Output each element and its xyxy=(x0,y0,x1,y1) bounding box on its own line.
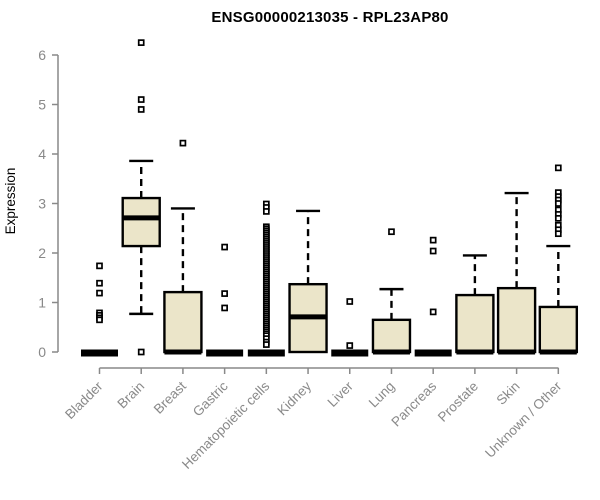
outlier-point xyxy=(221,290,228,297)
outlier-point xyxy=(221,304,228,312)
y-axis-label: Expression xyxy=(3,168,18,235)
x-tick-label: Breast xyxy=(151,378,189,416)
iqr-box xyxy=(538,305,579,354)
outlier-point xyxy=(137,106,145,113)
outlier-point xyxy=(262,341,270,348)
outlier-point xyxy=(96,279,103,287)
y-tick-label: 3 xyxy=(38,196,46,212)
x-tick-label: Brain xyxy=(114,379,147,412)
outlier-point xyxy=(388,228,395,236)
box-prostate xyxy=(455,254,495,355)
outlier-point xyxy=(554,230,562,238)
iqr-box xyxy=(163,290,203,354)
outlier-point xyxy=(137,39,145,46)
outlier-point xyxy=(96,289,103,297)
box-skin xyxy=(496,191,537,355)
iqr-box xyxy=(121,196,161,248)
box-lung xyxy=(371,228,412,355)
iqr-box xyxy=(371,318,412,354)
box-kidney xyxy=(288,209,328,354)
x-tick-label: Pancreas xyxy=(388,378,439,429)
box-bladder xyxy=(81,262,118,357)
outlier-point xyxy=(346,298,354,305)
outlier-point xyxy=(96,316,103,324)
outlier-point xyxy=(96,262,103,270)
y-tick-label: 0 xyxy=(38,344,46,360)
outlier-point xyxy=(429,247,437,255)
x-tick-label: Unknown / Other xyxy=(482,378,565,461)
iqr-box xyxy=(455,293,495,354)
outlier-point xyxy=(179,139,187,147)
x-tick-label: Gastric xyxy=(190,378,231,419)
chart-title: ENSG00000213035 - RPL23AP80 xyxy=(211,9,449,26)
y-tick-label: 2 xyxy=(38,245,46,261)
collapsed-box xyxy=(206,349,244,357)
x-tick-label: Liver xyxy=(325,378,357,410)
outlier-point xyxy=(429,308,437,316)
box-brain xyxy=(121,39,161,356)
outlier-point xyxy=(262,208,270,215)
collapsed-box xyxy=(414,349,452,357)
outlier-point xyxy=(346,342,354,349)
box-unknown-other xyxy=(538,164,579,355)
outlier-point xyxy=(554,200,562,207)
x-tick-label: Prostate xyxy=(435,379,481,425)
x-tick-label: Skin xyxy=(494,379,523,408)
outlier-point xyxy=(554,215,562,222)
x-tick-label: Bladder xyxy=(62,378,106,422)
y-tick-label: 4 xyxy=(38,146,46,162)
y-tick-label: 1 xyxy=(38,295,46,311)
outlier-point xyxy=(554,164,562,172)
box-gastric xyxy=(206,243,244,357)
box-pancreas xyxy=(414,236,452,357)
y-tick-label: 6 xyxy=(38,47,46,63)
outlier-point xyxy=(429,236,437,244)
outlier-point xyxy=(221,243,228,251)
x-tick-label: Lung xyxy=(366,379,398,411)
collapsed-box xyxy=(331,349,369,357)
outlier-point xyxy=(137,96,145,103)
outlier-point xyxy=(137,348,145,356)
box-hematopoietic-cells xyxy=(247,200,285,357)
iqr-box xyxy=(496,286,537,354)
boxes xyxy=(81,39,579,357)
x-tick-label: Kidney xyxy=(274,378,314,418)
collapsed-box xyxy=(81,349,118,357)
box-breast xyxy=(163,139,203,355)
box-liver xyxy=(331,298,369,357)
collapsed-box xyxy=(247,349,285,357)
y-tick-label: 5 xyxy=(38,97,46,113)
